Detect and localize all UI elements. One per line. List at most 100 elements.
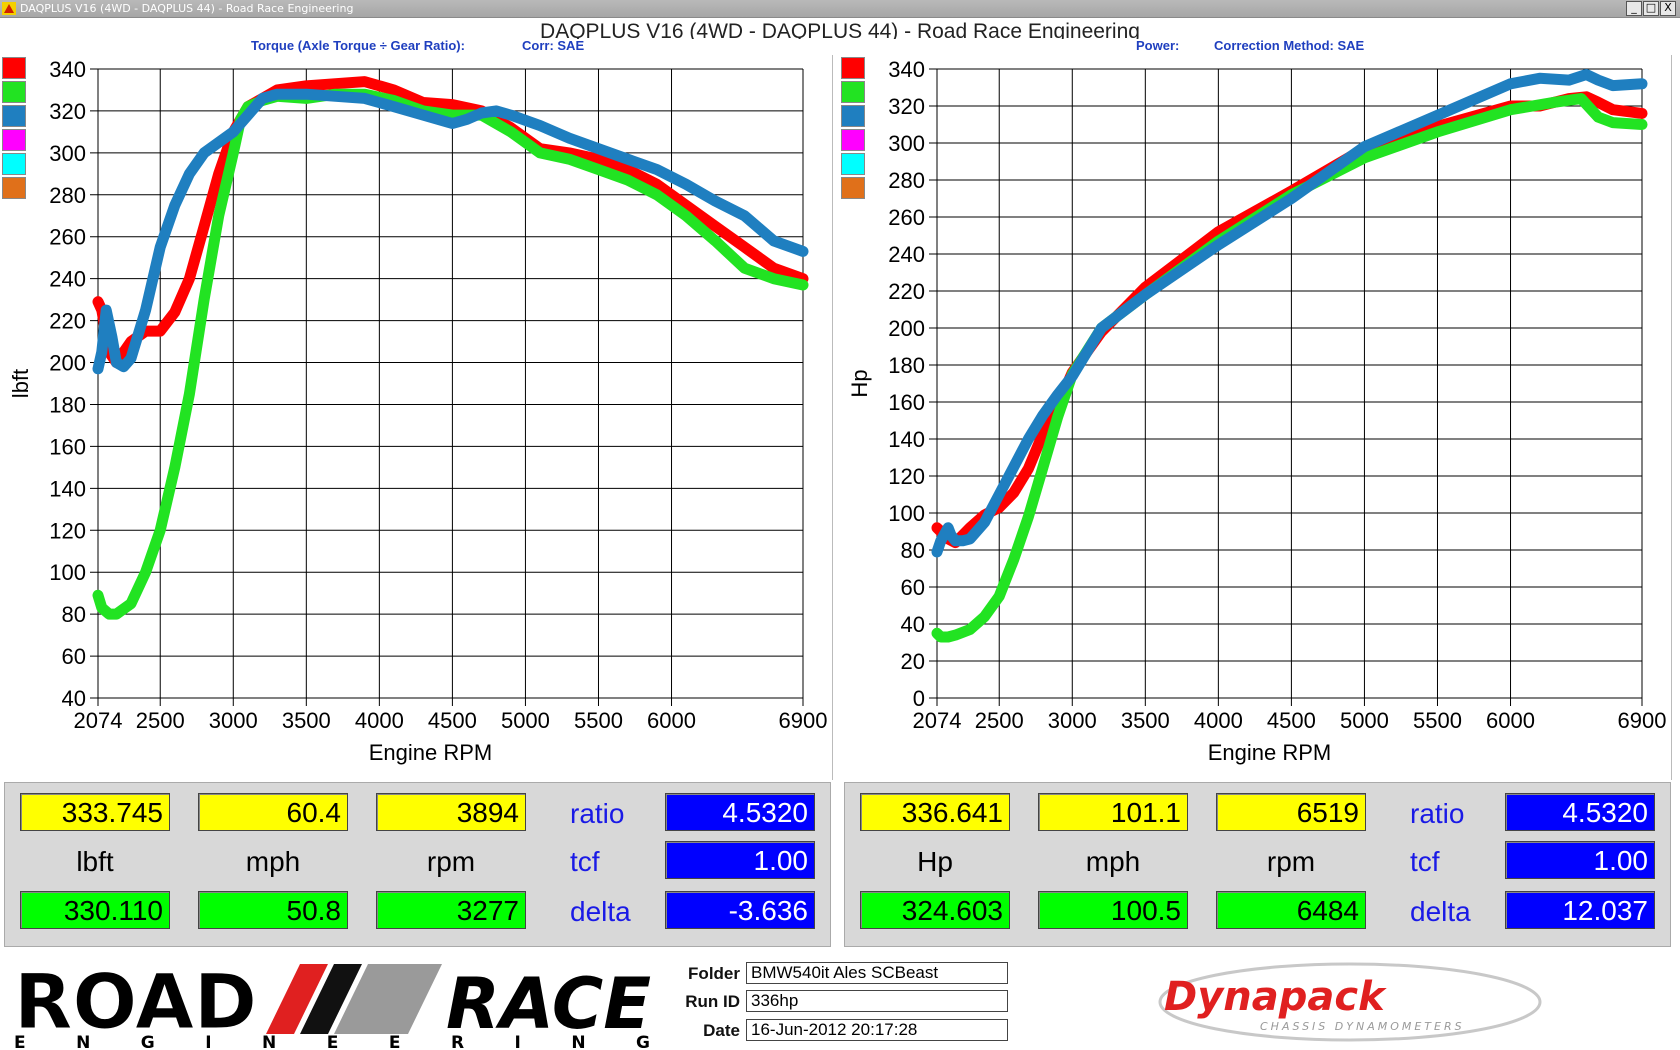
- legend-swatch-cyan[interactable]: [2, 153, 26, 175]
- x-tick-label: 5000: [501, 708, 550, 733]
- y-tick-label: 60: [901, 575, 925, 600]
- y-tick-label: 80: [901, 538, 925, 563]
- legend-swatch-blue[interactable]: [2, 105, 26, 127]
- delta-value: -3.636: [665, 891, 815, 929]
- road-race-engineering-logo: ROAD RACE E N G I N E E R I N G: [14, 958, 652, 1050]
- rpm-unit-label: rpm: [426, 846, 476, 877]
- x-tick-label: 3500: [1121, 708, 1170, 733]
- cursor1-power-value: 336.641: [860, 793, 1010, 831]
- x-tick-label: 6900: [1618, 708, 1667, 733]
- dynapack-tagline: CHASSIS DYNAMOMETERS: [1260, 1020, 1465, 1033]
- power-chart-panel[interactable]: 2074 2500 3000 3500 4000 4500 5000 5500 6000 6900…: [839, 55, 1672, 780]
- legend-swatch-cyan[interactable]: [841, 153, 865, 175]
- x-tick-label: 4500: [1267, 708, 1316, 733]
- y-tick-label: 120: [49, 518, 86, 543]
- y-tick-label: 340: [888, 57, 925, 82]
- rpm-unit-label: rpm: [1266, 846, 1316, 877]
- y-tick-label: 40: [62, 686, 86, 711]
- series-line-blue: [931, 69, 1648, 558]
- footer: ROAD RACE E N G I N E E R I N G Folder B…: [0, 954, 1680, 1050]
- speed-unit-label: mph: [1085, 846, 1141, 877]
- legend-swatch-green[interactable]: [841, 81, 865, 103]
- y-tick-label: 220: [888, 279, 925, 304]
- y-tick-label: 160: [49, 434, 86, 459]
- y-tick-label: 180: [888, 353, 925, 378]
- legend-swatch-blue[interactable]: [841, 105, 865, 127]
- y-tick-label: 80: [62, 602, 86, 627]
- folder-field[interactable]: BMW540it Ales SCBeast: [746, 962, 1008, 984]
- torque-chart-subtitle: Torque (Axle Torque ÷ Gear Ratio):: [251, 38, 465, 53]
- y-tick-label: 240: [49, 267, 86, 292]
- delta-label: delta: [1410, 896, 1471, 927]
- tcf-label: tcf: [570, 846, 600, 877]
- y-tick-label: 140: [888, 427, 925, 452]
- legend-swatch-magenta[interactable]: [2, 129, 26, 151]
- cursor1-speed-value: 60.4: [198, 793, 348, 831]
- y-tick-label: 340: [49, 57, 86, 82]
- torque-chart[interactable]: 2074 2500 3000 3500 4000 4500 5000 5500 6000 6900…: [0, 55, 833, 780]
- y-tick-label: 0: [913, 686, 925, 711]
- series-line-blue: [92, 88, 809, 375]
- ratio-label: ratio: [570, 798, 625, 829]
- folder-label: Folder: [688, 964, 740, 983]
- x-tick-label: 4000: [1194, 708, 1243, 733]
- legend-swatch-red[interactable]: [841, 57, 865, 79]
- logo-road-text: ROAD: [14, 958, 257, 1046]
- power-chart[interactable]: 2074 2500 3000 3500 4000 4500 5000 5500 6000 6900…: [839, 55, 1672, 780]
- run-id-field[interactable]: 336hp: [746, 990, 1008, 1012]
- x-tick-label: 2500: [975, 708, 1024, 733]
- speed-unit-label: mph: [245, 846, 301, 877]
- x-tick-label: 3500: [282, 708, 331, 733]
- power-unit-label: Hp: [917, 846, 953, 877]
- series-line-green: [92, 88, 809, 620]
- y-tick-label: 280: [888, 168, 925, 193]
- y-tick-label: 100: [49, 560, 86, 585]
- y-tick-label: 40: [901, 612, 925, 637]
- legend-swatch-green[interactable]: [2, 81, 26, 103]
- cursor1-rpm-value: 3894: [376, 793, 526, 831]
- window-title: DAQPLUS V16 (4WD - DAQPLUS 44) - Road Ra…: [20, 2, 354, 15]
- power-y-axis-label: Hp: [847, 369, 872, 397]
- series-line-green: [931, 93, 1648, 643]
- ratio-label: ratio: [1410, 798, 1465, 829]
- app-icon: [2, 2, 16, 15]
- x-tick-label: 5000: [1340, 708, 1389, 733]
- ratio-value: 4.5320: [1505, 793, 1655, 831]
- page-title: DAQPLUS V16 (4WD - DAQPLUS 44) - Road Ra…: [540, 20, 1140, 39]
- cursor2-rpm-value: 3277: [376, 891, 526, 929]
- cursor2-power-value: 324.603: [860, 891, 1010, 929]
- close-button[interactable]: X: [1660, 1, 1676, 16]
- y-tick-label: 260: [49, 225, 86, 250]
- date-field[interactable]: 16-Jun-2012 20:17:28: [746, 1019, 1008, 1041]
- y-tick-label: 140: [49, 476, 86, 501]
- y-tick-label: 100: [888, 501, 925, 526]
- x-tick-label: 5500: [574, 708, 623, 733]
- torque-unit-label: lbft: [76, 846, 114, 877]
- logo-race-text: RACE: [446, 963, 651, 1045]
- window-title-bar[interactable]: DAQPLUS V16 (4WD - DAQPLUS 44) - Road Ra…: [0, 0, 1680, 18]
- x-tick-label: 6000: [1486, 708, 1535, 733]
- legend-swatch-orange[interactable]: [841, 177, 865, 199]
- legend-swatch-magenta[interactable]: [841, 129, 865, 151]
- x-tick-label: 4000: [355, 708, 404, 733]
- restore-button[interactable]: □: [1643, 1, 1659, 16]
- legend-swatch-orange[interactable]: [2, 177, 26, 199]
- x-tick-label: 5500: [1413, 708, 1462, 733]
- cursor2-speed-value: 100.5: [1038, 891, 1188, 929]
- cursor2-rpm-value: 6484: [1216, 891, 1366, 929]
- x-tick-label: 6900: [779, 708, 828, 733]
- y-tick-label: 280: [49, 183, 86, 208]
- tcf-label: tcf: [1410, 846, 1440, 877]
- minimize-button[interactable]: _: [1626, 1, 1642, 16]
- tcf-value: 1.00: [665, 841, 815, 879]
- x-tick-label: 3000: [209, 708, 258, 733]
- ratio-value: 4.5320: [665, 793, 815, 831]
- x-tick-label: 4500: [428, 708, 477, 733]
- dynapack-logo: Dynapack CHASSIS DYNAMOMETERS: [1158, 962, 1542, 1042]
- cursor2-torque-value: 330.110: [20, 891, 170, 929]
- x-tick-label: 6000: [647, 708, 696, 733]
- torque-chart-panel[interactable]: 2074 2500 3000 3500 4000 4500 5000 5500 6000 6900…: [0, 55, 833, 780]
- cursor1-torque-value: 333.745: [20, 793, 170, 831]
- legend-swatch-red[interactable]: [2, 57, 26, 79]
- delta-value: 12.037: [1505, 891, 1655, 929]
